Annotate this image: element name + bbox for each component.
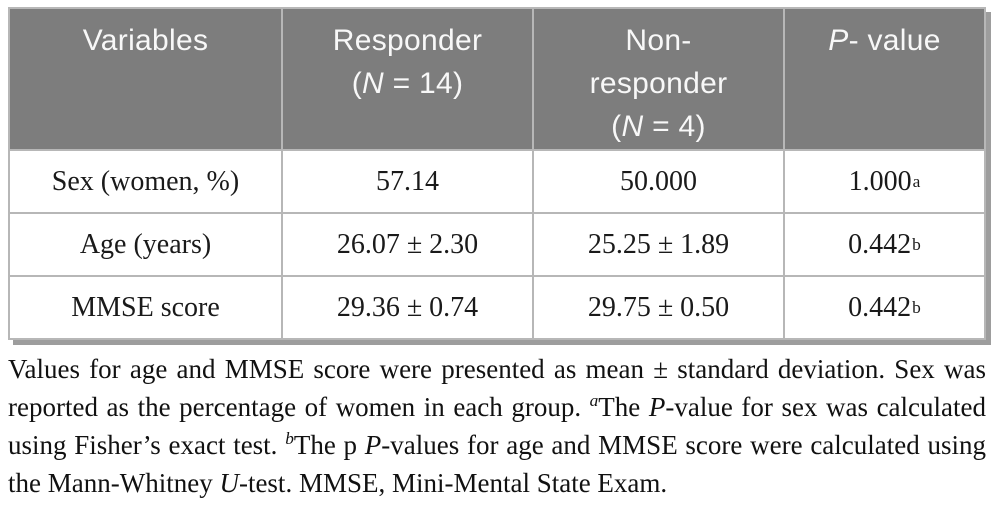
- italic-n: N: [621, 110, 644, 143]
- cell-nonresponder-value: 29.75 ± 0.50: [532, 277, 783, 338]
- table-row-age: Age (years) 26.07 ± 2.30 25.25 ± 1.89 0.…: [10, 212, 984, 275]
- header-nonresponder-line2: responder: [589, 67, 728, 100]
- table-footnote: Values for age and MMSE score were prese…: [8, 354, 986, 498]
- header-responder-line2: (N = 14): [351, 67, 464, 100]
- italic-p: P: [828, 24, 849, 57]
- table-header-row: Variables Responder (N = 14) Non- respon…: [10, 9, 984, 149]
- header-nonresponder-line1: Non-: [625, 24, 692, 57]
- cell-responder-value: 26.07 ± 2.30: [281, 214, 532, 275]
- demographics-table: Variables Responder (N = 14) Non- respon…: [8, 7, 986, 340]
- footnote-marker-a: a: [589, 391, 599, 410]
- header-nonresponder: Non- responder (N = 4): [532, 9, 783, 149]
- cell-pvalue: 0.442 b: [783, 277, 984, 338]
- cell-responder-value: 29.36 ± 0.74: [281, 277, 532, 338]
- cell-pvalue: 1.000 a: [783, 151, 984, 212]
- header-variables: Variables: [10, 9, 281, 149]
- footnote-marker-b: b: [285, 429, 294, 448]
- cell-variable: Age (years): [10, 214, 281, 275]
- italic-u: U: [219, 468, 239, 498]
- cell-variable: Sex (women, %): [10, 151, 281, 212]
- header-variables-label: Variables: [82, 24, 209, 57]
- cell-responder-value: 57.14: [281, 151, 532, 212]
- cell-nonresponder-value: 25.25 ± 1.89: [532, 214, 783, 275]
- italic-n: N: [361, 67, 384, 100]
- table-row-sex: Sex (women, %) 57.14 50.000 1.000 a: [10, 149, 984, 212]
- header-pvalue: P- value: [783, 9, 984, 149]
- italic-p: P: [648, 392, 666, 422]
- table-row-mmse: MMSE score 29.36 ± 0.74 29.75 ± 0.50 0.4…: [10, 275, 984, 338]
- header-responder: Responder (N = 14): [281, 9, 532, 149]
- header-nonresponder-line3: (N = 4): [611, 110, 706, 143]
- cell-nonresponder-value: 50.000: [532, 151, 783, 212]
- header-responder-line1: Responder: [332, 24, 483, 57]
- cell-variable: MMSE score: [10, 277, 281, 338]
- cell-pvalue: 0.442 b: [783, 214, 984, 275]
- italic-p: P: [364, 430, 382, 460]
